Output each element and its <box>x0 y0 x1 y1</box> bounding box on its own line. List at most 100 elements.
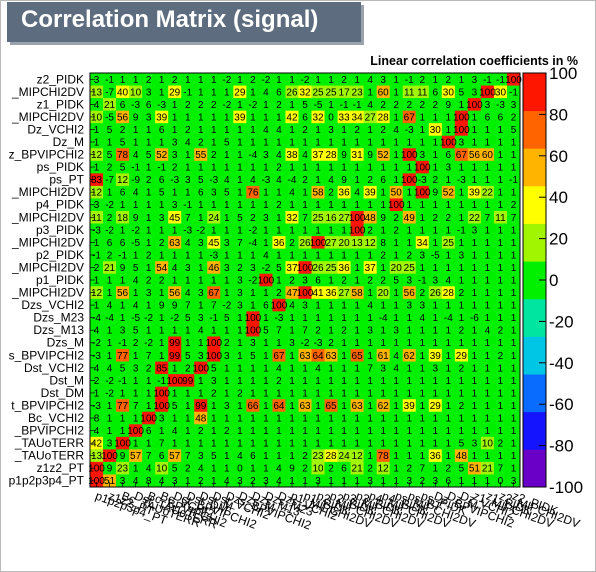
heatmap-cell <box>467 248 482 262</box>
heatmap-cell <box>246 148 260 162</box>
heatmap-cell <box>324 261 338 275</box>
cell-value-label: 25 <box>404 263 416 274</box>
cell-value-label: 1 <box>393 338 399 349</box>
cell-value-label: 13 <box>91 87 103 98</box>
cell-value-label: 1 <box>263 451 269 462</box>
cell-value-label: 3 <box>485 100 491 111</box>
heatmap-cell <box>103 286 117 300</box>
heatmap-cell <box>389 211 404 224</box>
cell-value-label: 51 <box>469 464 481 475</box>
heatmap-cell <box>259 135 273 149</box>
heatmap-cell <box>337 123 351 137</box>
cell-value-label: 3 <box>459 138 465 149</box>
cell-value-label: 1 <box>459 338 465 349</box>
cell-value-label: -2 <box>222 301 231 312</box>
cell-value-label: -1 <box>483 75 492 86</box>
cell-value-label: 1 <box>198 87 204 98</box>
cell-value-label: 1 <box>211 276 217 287</box>
cell-value-label: 4 <box>367 75 373 86</box>
cell-value-label: 1 <box>146 200 152 211</box>
heatmap-cell <box>246 273 260 287</box>
heatmap-cell <box>272 286 286 300</box>
cell-value-label: 1 <box>472 414 478 425</box>
cell-value-label: 9 <box>341 175 347 186</box>
cell-value-label: 3 <box>146 288 152 299</box>
cell-value-label: 3 <box>472 87 478 98</box>
heatmap-cell <box>324 160 338 174</box>
cell-value-label: 4 <box>133 276 139 287</box>
cell-value-label: 1 <box>393 250 399 261</box>
heatmap-cell <box>324 273 338 287</box>
heatmap-cell <box>194 85 208 99</box>
cell-value-label: 1 <box>276 388 282 399</box>
cell-value-label: 32 <box>312 112 324 123</box>
heatmap-cell <box>168 298 182 312</box>
cell-value-label: 2 <box>237 263 243 274</box>
cell-value-label: 39 <box>430 351 442 362</box>
heatmap-cell <box>142 85 156 99</box>
heatmap-cell <box>311 298 325 312</box>
cell-value-label: 1 <box>393 75 399 86</box>
chart-title-box: Correlation Matrix (signal) <box>7 2 361 42</box>
cell-value-label: 100 <box>349 213 366 224</box>
cell-value-label: 1 <box>146 439 152 450</box>
cell-value-label: 64 <box>312 351 324 362</box>
heatmap-cell <box>428 323 443 337</box>
cell-value-label: -2 <box>222 75 231 86</box>
cell-value-label: 2 <box>459 326 465 337</box>
cell-value-label: -1 <box>496 75 505 86</box>
heatmap-cell <box>441 311 456 325</box>
cell-value-label: 7 <box>159 439 165 450</box>
cell-value-label: 52 <box>156 150 168 161</box>
heatmap-cell <box>454 311 469 325</box>
heatmap-cell <box>259 148 273 162</box>
heatmap-cell <box>389 261 404 275</box>
cell-value-label: 1 <box>419 112 425 123</box>
cell-value-label: 4 <box>198 326 204 337</box>
cell-value-label: 1 <box>237 326 243 337</box>
cell-value-label: 1 <box>159 250 165 261</box>
heatmap-cell <box>350 123 364 137</box>
cell-value-label: 1 <box>485 138 491 149</box>
cell-value-label: 1 <box>172 112 178 123</box>
cell-value-label: 2 <box>224 426 230 437</box>
heatmap-cell <box>376 273 390 287</box>
heatmap-cell <box>90 160 104 174</box>
cell-value-label: 78 <box>117 150 129 161</box>
cell-value-label: 5 <box>511 125 517 136</box>
heatmap-cell <box>337 73 351 86</box>
cell-value-label: 1 <box>511 138 517 149</box>
cell-value-label: -1 <box>118 338 127 349</box>
color-scale-band <box>523 449 546 488</box>
cell-value-label: 1 <box>250 288 256 299</box>
cell-value-label: 100 <box>140 414 157 425</box>
cell-value-label: 29 <box>234 87 246 98</box>
heatmap-cell <box>220 236 234 249</box>
cell-value-label: 1 <box>446 426 452 437</box>
heatmap-cell <box>181 185 195 199</box>
heatmap-cell <box>480 73 495 86</box>
cell-value-label: 1 <box>250 163 256 174</box>
heatmap-cell <box>298 73 312 86</box>
cell-value-label: 1 <box>341 401 347 412</box>
heatmap-cell <box>350 273 364 287</box>
cell-value-label: 6 <box>341 464 347 475</box>
cell-value-label: 1 <box>393 87 399 98</box>
heatmap-cell <box>493 248 508 262</box>
heatmap-cell <box>103 298 117 312</box>
heatmap-cell <box>337 298 351 312</box>
heatmap-cell <box>103 98 117 111</box>
cell-value-label: 1 <box>511 338 517 349</box>
heatmap-cell <box>493 236 508 249</box>
cell-value-label: 2 <box>159 276 165 287</box>
heatmap-cell <box>272 135 286 149</box>
cell-value-label: 1 <box>276 138 282 149</box>
heatmap-cell <box>155 261 169 275</box>
heatmap-cell <box>389 298 404 312</box>
heatmap-cell <box>272 198 286 212</box>
heatmap-cell <box>415 286 430 300</box>
cell-value-label: 23 <box>352 87 364 98</box>
heatmap-cell <box>181 311 195 325</box>
cell-value-label: 36 <box>339 188 351 199</box>
